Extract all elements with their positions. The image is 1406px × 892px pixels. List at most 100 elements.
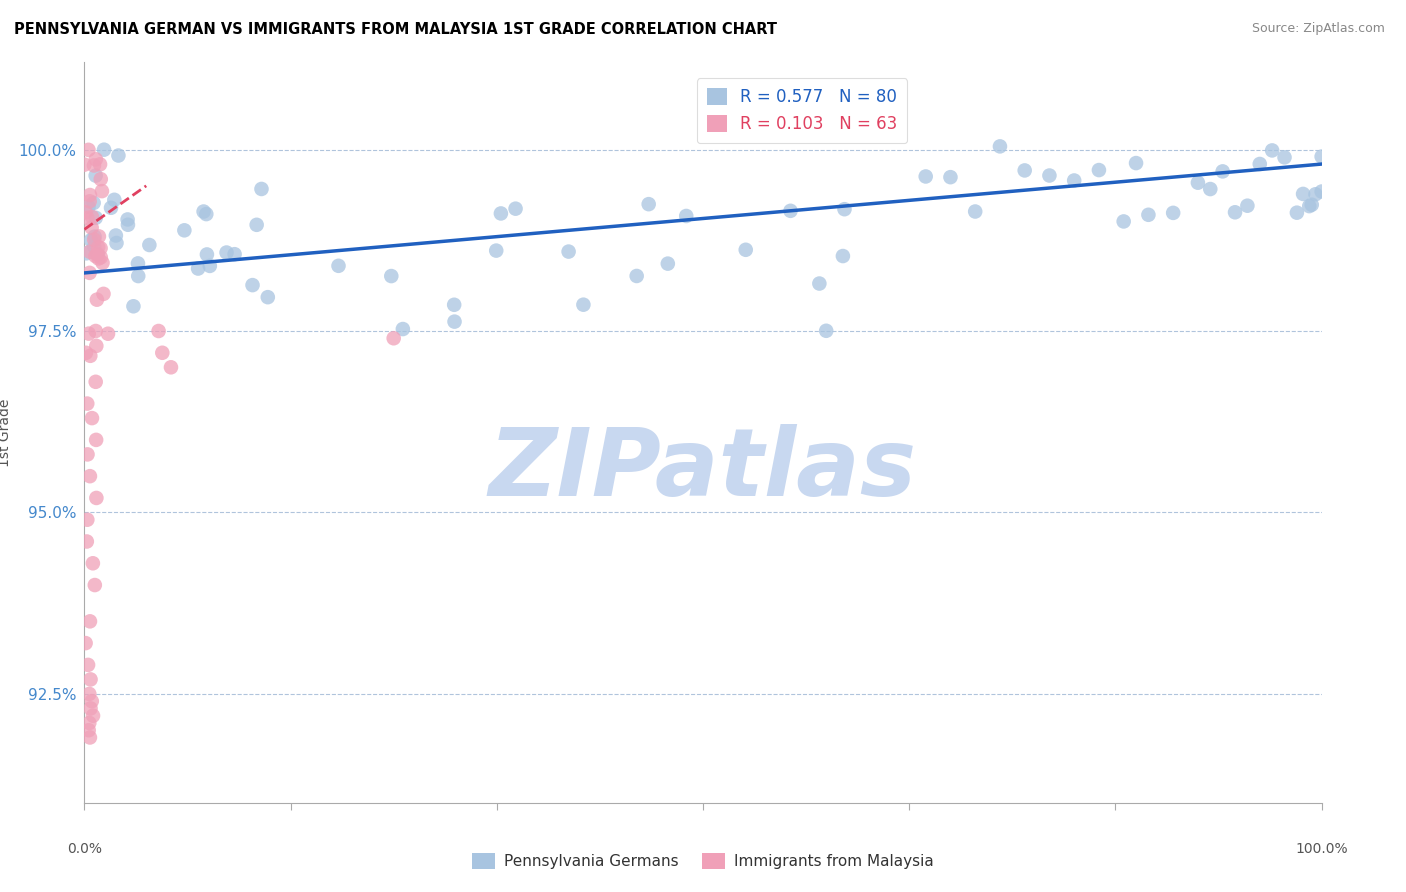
Y-axis label: 1st Grade: 1st Grade: [0, 399, 13, 467]
Immigrants from Malaysia: [86, 293, 108, 307]
Pennsylvania Germans: [1301, 198, 1323, 212]
Pennsylvania Germans: [80, 233, 103, 247]
Pennsylvania Germans: [246, 218, 269, 232]
Pennsylvania Germans: [1199, 182, 1222, 196]
Text: 0.0%: 0.0%: [67, 842, 101, 855]
Immigrants from Malaysia: [77, 657, 100, 672]
Pennsylvania Germans: [834, 202, 856, 217]
Immigrants from Malaysia: [76, 211, 98, 225]
Immigrants from Malaysia: [75, 636, 97, 650]
Immigrants from Malaysia: [86, 247, 108, 261]
Immigrants from Malaysia: [84, 249, 107, 263]
Immigrants from Malaysia: [90, 241, 112, 255]
Pennsylvania Germans: [626, 268, 648, 283]
Immigrants from Malaysia: [79, 731, 101, 745]
Pennsylvania Germans: [117, 218, 139, 232]
Pennsylvania Germans: [75, 246, 97, 260]
Immigrants from Malaysia: [80, 694, 103, 708]
Pennsylvania Germans: [965, 204, 987, 219]
Immigrants from Malaysia: [90, 184, 112, 198]
Immigrants from Malaysia: [87, 229, 110, 244]
Pennsylvania Germans: [832, 249, 855, 263]
Pennsylvania Germans: [83, 195, 105, 210]
Pennsylvania Germans: [572, 298, 595, 312]
Immigrants from Malaysia: [79, 194, 101, 209]
Pennsylvania Germans: [138, 238, 160, 252]
Immigrants from Malaysia: [86, 339, 108, 353]
Pennsylvania Germans: [83, 229, 105, 244]
Pennsylvania Germans: [1088, 163, 1111, 178]
Pennsylvania Germans: [103, 193, 125, 207]
Pennsylvania Germans: [1274, 150, 1296, 164]
Pennsylvania Germans: [380, 268, 402, 283]
Immigrants from Malaysia: [87, 240, 110, 254]
Pennsylvania Germans: [250, 182, 273, 196]
Immigrants from Malaysia: [150, 345, 173, 359]
Text: Source: ZipAtlas.com: Source: ZipAtlas.com: [1251, 22, 1385, 36]
Immigrants from Malaysia: [382, 331, 405, 345]
Immigrants from Malaysia: [80, 210, 103, 224]
Immigrants from Malaysia: [77, 723, 100, 738]
Immigrants from Malaysia: [83, 233, 105, 247]
Pennsylvania Germans: [1161, 206, 1184, 220]
Pennsylvania Germans: [105, 235, 128, 250]
Pennsylvania Germans: [107, 148, 129, 162]
Pennsylvania Germans: [1305, 187, 1327, 202]
Pennsylvania Germans: [1310, 150, 1333, 164]
Immigrants from Malaysia: [79, 715, 101, 730]
Pennsylvania Germans: [1310, 185, 1333, 199]
Pennsylvania Germans: [100, 201, 122, 215]
Immigrants from Malaysia: [76, 534, 98, 549]
Pennsylvania Germans: [1112, 214, 1135, 228]
Pennsylvania Germans: [1236, 199, 1258, 213]
Pennsylvania Germans: [83, 239, 105, 253]
Pennsylvania Germans: [127, 268, 149, 283]
Pennsylvania Germans: [224, 247, 246, 261]
Pennsylvania Germans: [1212, 164, 1234, 178]
Immigrants from Malaysia: [76, 513, 98, 527]
Immigrants from Malaysia: [86, 491, 108, 505]
Pennsylvania Germans: [489, 206, 512, 220]
Immigrants from Malaysia: [76, 447, 98, 461]
Pennsylvania Germans: [443, 298, 465, 312]
Immigrants from Malaysia: [82, 708, 104, 723]
Pennsylvania Germans: [1125, 156, 1147, 170]
Pennsylvania Germans: [198, 259, 221, 273]
Immigrants from Malaysia: [89, 157, 111, 171]
Immigrants from Malaysia: [83, 159, 105, 173]
Immigrants from Malaysia: [79, 188, 101, 202]
Immigrants from Malaysia: [79, 349, 101, 363]
Immigrants from Malaysia: [76, 396, 98, 410]
Pennsylvania Germans: [1298, 199, 1320, 213]
Pennsylvania Germans: [93, 143, 115, 157]
Pennsylvania Germans: [256, 290, 278, 304]
Immigrants from Malaysia: [73, 158, 96, 172]
Immigrants from Malaysia: [83, 578, 105, 592]
Pennsylvania Germans: [328, 259, 350, 273]
Text: ZIPatlas: ZIPatlas: [489, 424, 917, 516]
Text: PENNSYLVANIA GERMAN VS IMMIGRANTS FROM MALAYSIA 1ST GRADE CORRELATION CHART: PENNSYLVANIA GERMAN VS IMMIGRANTS FROM M…: [14, 22, 778, 37]
Immigrants from Malaysia: [79, 701, 101, 715]
Pennsylvania Germans: [84, 211, 107, 225]
Immigrants from Malaysia: [148, 324, 170, 338]
Immigrants from Malaysia: [90, 172, 112, 186]
Immigrants from Malaysia: [84, 153, 107, 167]
Pennsylvania Germans: [392, 322, 415, 336]
Pennsylvania Germans: [187, 261, 209, 276]
Pennsylvania Germans: [1187, 176, 1209, 190]
Immigrants from Malaysia: [91, 256, 114, 270]
Pennsylvania Germans: [195, 207, 218, 221]
Immigrants from Malaysia: [84, 324, 107, 338]
Pennsylvania Germans: [104, 228, 127, 243]
Immigrants from Malaysia: [93, 286, 115, 301]
Pennsylvania Germans: [117, 212, 139, 227]
Pennsylvania Germans: [1249, 157, 1271, 171]
Immigrants from Malaysia: [97, 326, 120, 341]
Immigrants from Malaysia: [77, 326, 100, 341]
Immigrants from Malaysia: [79, 266, 101, 280]
Pennsylvania Germans: [173, 223, 195, 237]
Pennsylvania Germans: [77, 200, 100, 214]
Immigrants from Malaysia: [79, 244, 101, 259]
Pennsylvania Germans: [988, 139, 1011, 153]
Pennsylvania Germans: [557, 244, 579, 259]
